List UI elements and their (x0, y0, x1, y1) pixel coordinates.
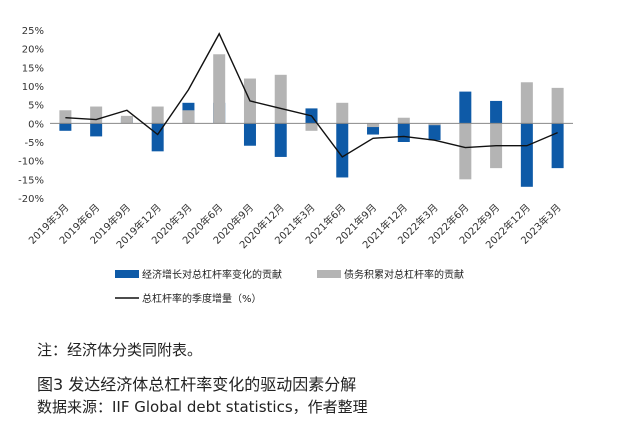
y-tick-label: -5% (25, 138, 44, 149)
x-axis: 2019年3月2019年6月2019年9月2019年12月2020年3月2020… (26, 201, 564, 251)
bars (59, 54, 564, 187)
chart: 25% 20% 15% 10% 5% 0% -5% -10% -15% -20% 2019年3月2… (18, 26, 573, 305)
bar (428, 123, 441, 126)
bar (367, 123, 380, 128)
data-source: 数据来源：IIF Global debt statistics，作者整理 (37, 398, 368, 416)
legend-label: 经济增长对总杠杆率变化的贡献 (142, 268, 282, 281)
bar (213, 54, 226, 124)
bar (182, 110, 195, 124)
note: 注：经济体分类同附表。 (37, 341, 203, 359)
bar (120, 115, 133, 124)
bar (305, 123, 318, 131)
y-tick-label: -10% (18, 157, 44, 168)
bar (336, 102, 349, 124)
bar (367, 123, 380, 135)
bar (397, 117, 410, 124)
bar (90, 106, 103, 124)
y-tick-label: 20% (22, 45, 44, 56)
bar (551, 87, 564, 124)
bar (459, 91, 472, 124)
y-tick-label: 5% (28, 101, 44, 112)
y-tick-label: -20% (18, 194, 44, 205)
bar (336, 123, 349, 178)
legend-swatch (115, 270, 139, 278)
bar (520, 82, 533, 124)
legend-label: 债务积累对总杠杆率的贡献 (344, 268, 464, 281)
legend-swatch (317, 270, 341, 278)
bar (397, 123, 410, 142)
bar (90, 123, 103, 137)
bar (59, 123, 72, 131)
line-series (65, 32, 558, 158)
y-tick-label: 25% (22, 26, 44, 37)
y-tick-label: -15% (18, 175, 44, 186)
bar (520, 123, 533, 187)
legend-label: 总杠杆率的季度增量（%） (142, 292, 262, 305)
bar (274, 74, 287, 124)
y-tick-label: 15% (22, 63, 44, 74)
bar (459, 123, 472, 180)
bar (428, 123, 441, 141)
bar (551, 123, 564, 169)
y-tick-label: 0% (28, 119, 44, 130)
bar (59, 110, 72, 124)
y-axis: 25% 20% 15% 10% 5% 0% -5% -10% -15% -20% (18, 26, 44, 205)
series-line (65, 32, 558, 158)
bar (243, 123, 256, 146)
figure-caption: 图3 发达经济体总杠杆率变化的驱动因素分解 (37, 375, 357, 394)
bar (490, 100, 503, 124)
bar (274, 123, 287, 157)
bar (151, 106, 164, 124)
y-tick-label: 10% (22, 82, 44, 93)
